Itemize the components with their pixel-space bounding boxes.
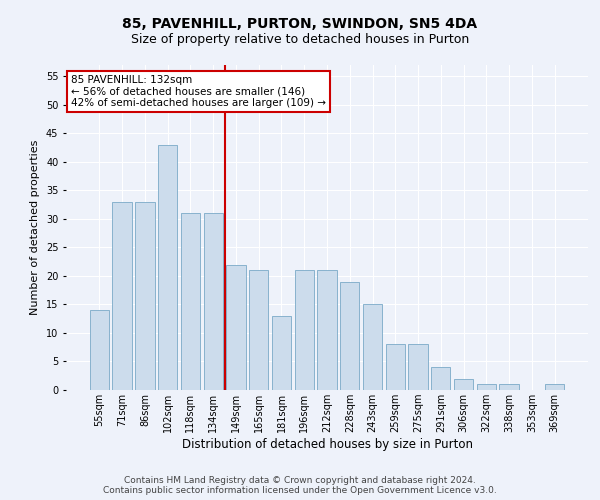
Bar — [135, 202, 155, 390]
Bar — [158, 145, 178, 390]
Bar — [249, 270, 268, 390]
Text: Contains HM Land Registry data © Crown copyright and database right 2024.
Contai: Contains HM Land Registry data © Crown c… — [103, 476, 497, 495]
Text: Size of property relative to detached houses in Purton: Size of property relative to detached ho… — [131, 32, 469, 46]
Bar — [454, 378, 473, 390]
Bar — [203, 213, 223, 390]
Bar — [90, 310, 109, 390]
X-axis label: Distribution of detached houses by size in Purton: Distribution of detached houses by size … — [182, 438, 473, 451]
Bar — [499, 384, 519, 390]
Bar — [295, 270, 314, 390]
Bar — [476, 384, 496, 390]
Text: 85, PAVENHILL, PURTON, SWINDON, SN5 4DA: 85, PAVENHILL, PURTON, SWINDON, SN5 4DA — [122, 18, 478, 32]
Bar — [317, 270, 337, 390]
Bar — [226, 264, 245, 390]
Bar — [545, 384, 564, 390]
Y-axis label: Number of detached properties: Number of detached properties — [31, 140, 40, 315]
Bar — [112, 202, 132, 390]
Bar — [431, 367, 451, 390]
Bar — [272, 316, 291, 390]
Text: 85 PAVENHILL: 132sqm
← 56% of detached houses are smaller (146)
42% of semi-deta: 85 PAVENHILL: 132sqm ← 56% of detached h… — [71, 74, 326, 108]
Bar — [181, 213, 200, 390]
Bar — [340, 282, 359, 390]
Bar — [386, 344, 405, 390]
Bar — [363, 304, 382, 390]
Bar — [409, 344, 428, 390]
